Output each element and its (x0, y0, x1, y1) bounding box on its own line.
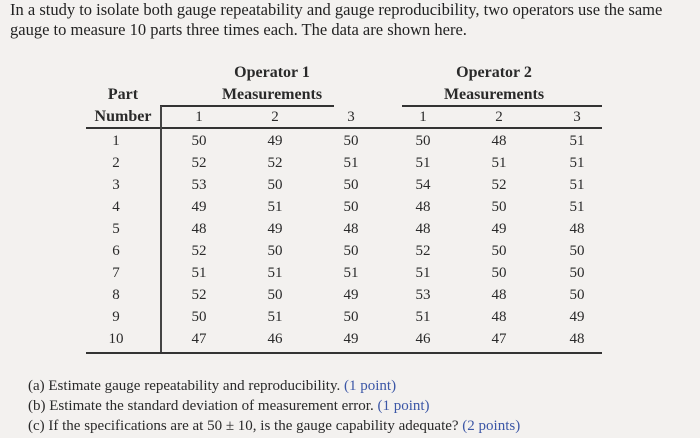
column-subheader: 3 (347, 109, 355, 125)
measurement-cell: 48 (491, 309, 507, 325)
measurement-cell: 50 (569, 265, 585, 281)
part-number-cell: 6 (112, 243, 120, 259)
measurement-cell: 52 (191, 155, 207, 171)
measurement-cell: 51 (415, 309, 431, 325)
measurement-cell: 48 (343, 221, 359, 237)
measurement-cell: 54 (415, 177, 431, 193)
part-column-divider (160, 106, 162, 352)
question-b: (b) Estimate the standard deviation of m… (28, 396, 688, 416)
measurement-cell: 50 (267, 287, 283, 303)
table-bottom-rule (86, 352, 602, 354)
part-number-cell: 7 (112, 265, 120, 281)
measurement-cell: 50 (343, 199, 359, 215)
measurement-cell: 49 (491, 221, 507, 237)
part-number-cell: 9 (112, 309, 120, 325)
measurement-cell: 48 (415, 199, 431, 215)
measurement-cell: 48 (491, 287, 507, 303)
measurement-cell: 51 (267, 309, 283, 325)
operator2-subtitle: Measurements (443, 86, 545, 103)
column-subheader: 1 (195, 109, 203, 125)
problem-statement: In a study to isolate both gauge repeata… (10, 0, 663, 39)
question-a-points: (1 point) (344, 378, 397, 394)
question-a: (a) Estimate gauge repeatability and rep… (28, 376, 688, 396)
part-header-line1: Part (107, 86, 139, 103)
measurement-cell: 49 (191, 199, 207, 215)
measurement-cell: 49 (343, 331, 359, 347)
measurement-cell: 50 (491, 199, 507, 215)
measurement-cell: 49 (569, 309, 585, 325)
column-subheader: 3 (573, 109, 581, 125)
measurement-cell: 48 (569, 221, 585, 237)
measurement-cell: 51 (343, 265, 359, 281)
part-number-cell: 3 (112, 177, 120, 193)
part-number-cell: 8 (112, 287, 120, 303)
operator1-title: Operator 1 (234, 64, 310, 81)
part-number-cell: 2 (112, 155, 120, 171)
measurement-cell: 53 (191, 177, 207, 193)
part-number-cell: 4 (112, 199, 120, 215)
measurement-cell: 52 (191, 287, 207, 303)
measurement-cell: 50 (343, 309, 359, 325)
measurement-cell: 51 (191, 265, 207, 281)
header-underline-right (402, 105, 602, 107)
part-number-cell: 5 (112, 221, 120, 237)
measurement-cell: 52 (415, 243, 431, 259)
column-subheader: 1 (419, 109, 427, 125)
measurement-cell: 50 (191, 309, 207, 325)
questions: (a) Estimate gauge repeatability and rep… (28, 376, 688, 436)
measurement-cell: 51 (569, 155, 585, 171)
measurement-cell: 52 (191, 243, 207, 259)
measurement-cell: 46 (415, 331, 431, 347)
measurement-cell: 50 (343, 177, 359, 193)
measurement-table: Part Number Operator 1 Measurements Oper… (86, 62, 606, 362)
measurement-cell: 49 (267, 221, 283, 237)
measurement-cell: 50 (343, 133, 359, 149)
measurement-cell: 51 (569, 199, 585, 215)
column-subheader: 2 (271, 109, 279, 125)
measurement-cell: 51 (343, 155, 359, 171)
measurement-cell: 52 (267, 155, 283, 171)
part-number-cell: 10 (108, 331, 124, 347)
measurement-cell: 51 (569, 177, 585, 193)
operator1-subtitle: Measurements (221, 86, 323, 103)
question-c-text: (c) If the specifications are at 50 ± 10… (28, 418, 459, 434)
question-b-text: (b) Estimate the standard deviation of m… (28, 398, 374, 414)
measurement-cell: 48 (569, 331, 585, 347)
question-a-text: (a) Estimate gauge repeatability and rep… (28, 378, 341, 394)
measurement-cell: 49 (343, 287, 359, 303)
measurement-cell: 50 (343, 243, 359, 259)
column-subheader: 2 (495, 109, 503, 125)
measurement-cell: 47 (491, 331, 507, 347)
measurement-cell: 50 (191, 133, 207, 149)
measurement-cell: 49 (267, 133, 283, 149)
part-header-line2: Number (94, 108, 152, 125)
measurement-cell: 50 (267, 243, 283, 259)
measurement-cell: 51 (491, 155, 507, 171)
measurement-cell: 50 (415, 133, 431, 149)
measurement-cell: 50 (569, 287, 585, 303)
measurement-cell: 51 (415, 155, 431, 171)
measurement-cell: 51 (569, 133, 585, 149)
measurement-cell: 50 (491, 243, 507, 259)
measurement-cell: 51 (267, 199, 283, 215)
question-c-points: (2 points) (462, 418, 521, 434)
measurement-cell: 50 (491, 265, 507, 281)
measurement-cell: 53 (415, 287, 431, 303)
measurement-cell: 51 (415, 265, 431, 281)
measurement-cell: 46 (267, 331, 283, 347)
measurement-cell: 48 (415, 221, 431, 237)
measurement-cell: 52 (491, 177, 507, 193)
question-b-points: (1 point) (377, 398, 430, 414)
measurement-cell: 50 (267, 177, 283, 193)
header-underline-left (160, 105, 334, 107)
measurement-cell: 48 (191, 221, 207, 237)
subheader-underline (86, 127, 602, 129)
measurement-cell: 47 (191, 331, 207, 347)
operator2-title: Operator 2 (456, 64, 532, 81)
question-c: (c) If the specifications are at 50 ± 10… (28, 416, 688, 436)
measurement-cell: 51 (267, 265, 283, 281)
measurement-cell: 48 (491, 133, 507, 149)
measurement-cell: 50 (569, 243, 585, 259)
part-number-cell: 1 (112, 133, 120, 149)
